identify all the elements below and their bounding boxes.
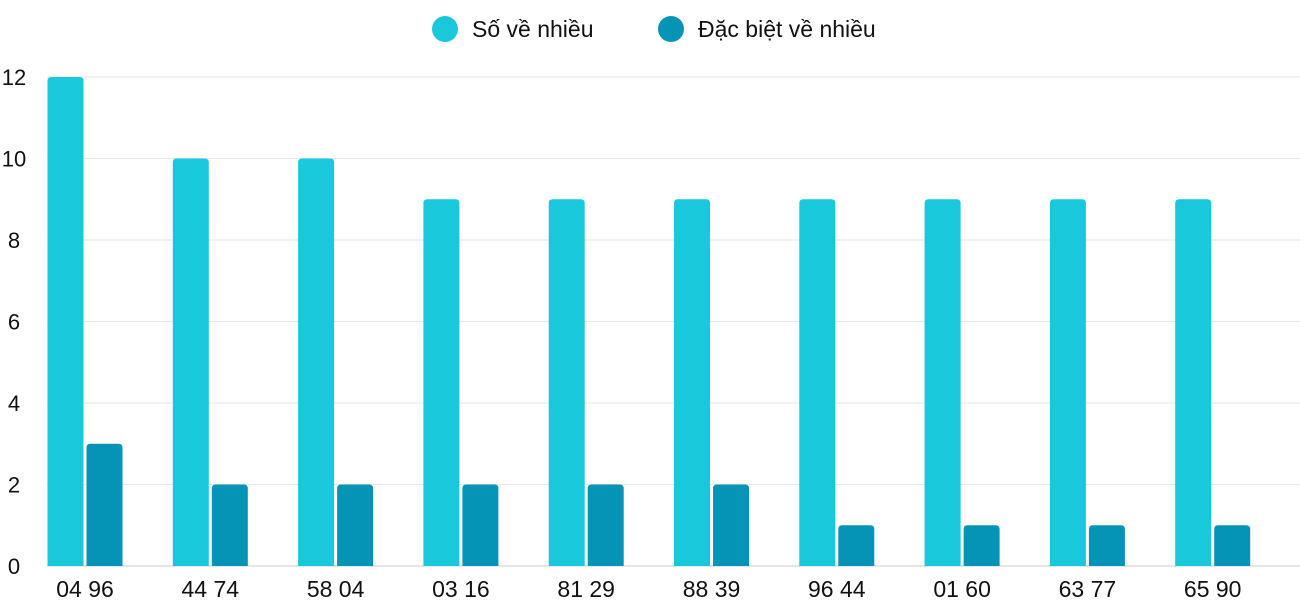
bar-dac-biet-ve-nhieu [86,443,123,566]
x-tick-label: 58 04 [307,576,365,600]
bar-dac-biet-ve-nhieu [838,525,875,566]
bar-so-ve-nhieu [1049,199,1086,566]
legend-label: Số về nhiều [472,16,593,42]
bar-dac-biet-ve-nhieu [713,484,749,566]
y-tick-label: 2 [8,473,20,498]
y-tick-label: 12 [2,65,26,90]
x-tick-label: 96 44 [808,576,866,600]
bars [47,77,1251,566]
x-tick-label: 63 77 [1059,576,1117,600]
bar-so-ve-nhieu [799,199,836,566]
bar-dac-biet-ve-nhieu [1214,525,1251,566]
bar-dac-biet-ve-nhieu [1088,525,1125,566]
y-tick-label: 4 [8,391,20,416]
legend-marker [432,16,458,42]
y-tick-label: 0 [8,554,20,579]
y-axis: 0 2 4 6 8 10 12 [2,65,26,579]
bar-so-ve-nhieu [674,199,710,566]
bar-so-ve-nhieu [47,77,84,566]
gridlines [47,76,1300,567]
x-tick-label: 44 74 [182,576,240,600]
bar-so-ve-nhieu [1175,199,1212,566]
x-tick-label: 88 39 [683,576,741,600]
bar-dac-biet-ve-nhieu [587,484,624,566]
y-tick-label: 6 [8,310,20,335]
bar-dac-biet-ve-nhieu [337,484,374,566]
x-tick-label: 04 96 [56,576,114,600]
bar-so-ve-nhieu [298,158,335,566]
x-tick-label: 03 16 [432,576,490,600]
bar-so-ve-nhieu [924,199,961,566]
y-tick-label: 10 [2,147,26,172]
x-tick-label: 01 60 [933,576,991,600]
x-tick-label: 65 90 [1184,576,1242,600]
bar-so-ve-nhieu [548,199,585,566]
x-tick-label: 81 29 [557,576,615,600]
legend-marker [658,16,684,42]
bar-dac-biet-ve-nhieu [963,525,1000,566]
bar-so-ve-nhieu [172,158,209,566]
legend-label: Đặc biệt về nhiều [698,16,876,42]
bar-so-ve-nhieu [423,199,460,566]
bar-dac-biet-ve-nhieu [462,484,499,566]
legend: Số về nhiều Đặc biệt về nhiều [432,16,876,42]
bar-dac-biet-ve-nhieu [211,484,248,566]
y-tick-label: 8 [8,228,20,253]
x-axis: 04 96 44 74 58 04 03 16 81 29 88 39 96 44 01 60… [56,576,1242,602]
